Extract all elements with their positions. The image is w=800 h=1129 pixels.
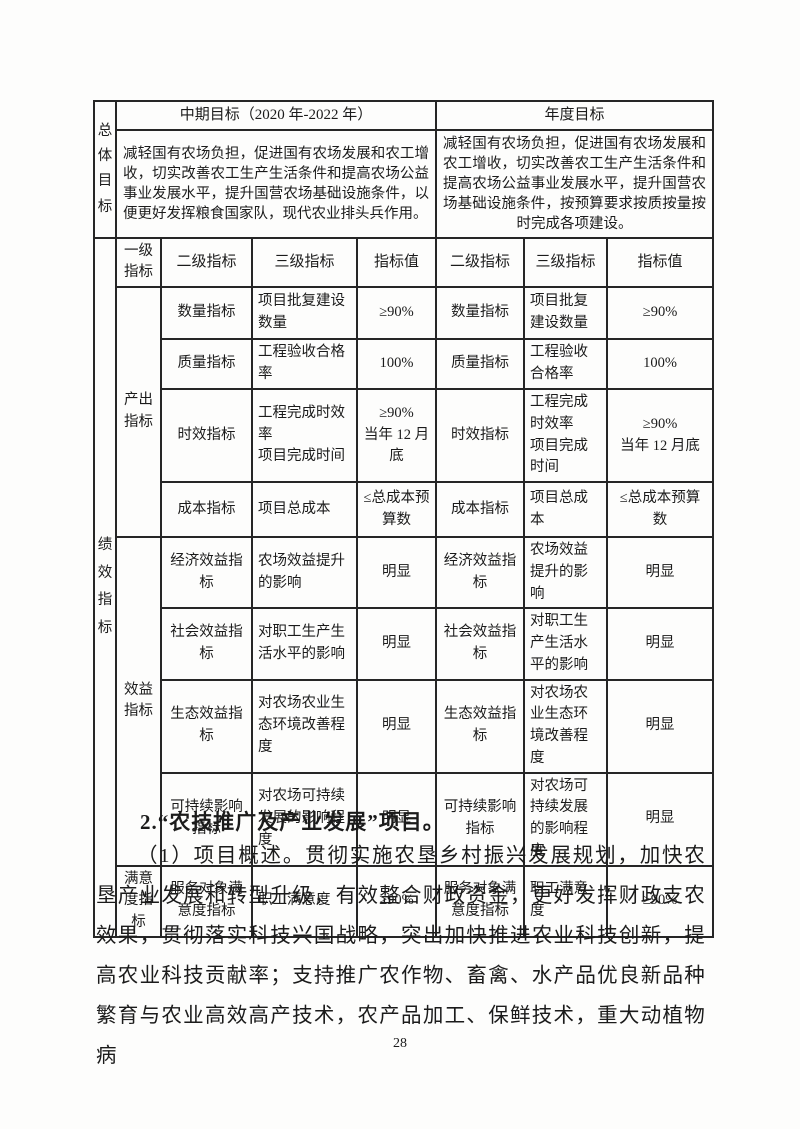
annual-goal-header: 年度目标	[434, 100, 715, 131]
header-value-annual: 指标值	[605, 236, 715, 288]
annual-goal-text: 减轻国有农场负担，促进国有农场发展和农工增收，切实改善农工生产生活条件和提高农场…	[434, 128, 715, 239]
cell-level2-mid: 质量指标	[160, 338, 253, 390]
cell-value-annual: 明显	[605, 771, 715, 867]
cell-level3-annual: 农场效益提升的影响	[523, 535, 608, 610]
cell-value-mid: ≥90%	[356, 864, 437, 938]
performance-indicator-table: 总体目标 中期目标（2020 年-2022 年） 年度目标 减轻国有农场负担，促…	[93, 100, 715, 938]
cell-level2-mid: 数量指标	[160, 286, 253, 340]
cell-value-mid: 明显	[356, 771, 437, 867]
cell-value-annual: 明显	[605, 535, 715, 610]
header-level3-mid: 三级指标	[251, 236, 358, 288]
cell-level3-annual: 对农场农业生态环境改善程度	[523, 678, 608, 774]
page-number: 28	[393, 1036, 407, 1051]
table-row-timeliness: 时效指标 工程完成时效率 项目完成时间 ≥90% 当年 12 月底 时效指标 工…	[94, 388, 715, 483]
section-heading: 2.“农技推广及产业发展”项目。	[140, 810, 445, 834]
level1-satisfaction: 满意度指标	[115, 864, 162, 938]
cell-level2-annual: 可持续影响指标	[435, 771, 525, 867]
table-row-quantity: 产出指标 数量指标 项目批复建设数量 ≥90% 数量指标 项目批复建设数量 ≥9…	[94, 286, 715, 538]
cell-level3-mid: 对职工生产生活水平的影响	[251, 607, 358, 681]
cell-value-mid: ≥90%	[356, 286, 437, 340]
cell-value-annual: ≥90% 当年 12 月底	[605, 388, 715, 483]
cell-level3-mid: 对农场农业生态环境改善程度	[251, 678, 358, 774]
performance-indicator-label: 绩效指标	[93, 236, 117, 938]
cell-level3-mid: 对农场可持续发展的影响程度	[251, 771, 358, 867]
midterm-goal-text: 减轻国有农场负担，促进国有农场发展和农工增收，切实改善农工生产生活条件和提高农场…	[115, 128, 437, 239]
cell-value-annual: ≤总成本预算数	[605, 481, 715, 538]
cell-level2-annual: 社会效益指标	[435, 607, 525, 681]
cell-level3-mid: 农场效益提升的影响	[251, 535, 358, 610]
cell-value-annual: ≥90%	[605, 286, 715, 340]
table-row-goal-headers: 总体目标 中期目标（2020 年-2022 年） 年度目标	[93, 100, 715, 239]
cell-level2-annual: 经济效益指标	[435, 535, 525, 610]
cell-level2-annual: 生态效益指标	[435, 678, 525, 774]
cell-value-mid: 100%	[356, 338, 437, 390]
cell-level2-mid: 社会效益指标	[160, 607, 253, 681]
cell-level2-mid: 经济效益指标	[160, 535, 253, 610]
cell-level2-annual: 数量指标	[435, 286, 525, 340]
header-level2-mid: 二级指标	[160, 236, 253, 288]
cell-value-annual: 100%	[605, 338, 715, 390]
cell-level3-annual: 项目总成本	[523, 481, 608, 538]
cell-level2-annual: 服务对象满意度指标	[435, 864, 525, 938]
cell-level2-annual: 质量指标	[435, 338, 525, 390]
cell-level3-mid: 工程完成时效率 项目完成时间	[251, 388, 358, 483]
cell-level3-mid: 工程验收合格率	[251, 338, 358, 390]
cell-level2-mid: 生态效益指标	[160, 678, 253, 774]
table-row-ecological: 生态效益指标 对农场农业生态环境改善程度 明显 生态效益指标 对农场农业生态环境…	[94, 678, 715, 774]
cell-level3-mid: 项目批复建设数量	[251, 286, 358, 340]
table-row-goal-text: 减轻国有农场负担，促进国有农场发展和农工增收，切实改善农工生产生活条件和提高农场…	[94, 128, 715, 239]
table-row-economic: 效益指标 经济效益指标 农场效益提升的影响 明显 经济效益指标 农场效益提升的影…	[94, 535, 715, 867]
cell-level2-mid: 成本指标	[160, 481, 253, 538]
header-level2-annual: 二级指标	[435, 236, 525, 288]
table-row-indicator-headers: 绩效指标 一级指标 二级指标 三级指标 指标值 二级指标 三级指标 指标值	[93, 236, 715, 938]
table-row-sustainable: 可持续影响指标 对农场可持续发展的影响程度 明显 可持续影响指标 对农场可持续发…	[94, 771, 715, 867]
table-row-cost: 成本指标 项目总成本 ≤总成本预算数 成本指标 项目总成本 ≤总成本预算数	[94, 481, 715, 538]
body-paragraph: （1）项目概述。贯彻实施农垦乡村振兴发展规划，加快农垦产业发展和转型升级，有效整…	[96, 845, 706, 1067]
cell-level2-annual: 时效指标	[435, 388, 525, 483]
cell-level3-annual: 对农场可持续发展的影响程度	[523, 771, 608, 867]
table-row-satisfaction: 满意度指标 服务对象满意度指标 职工满意度 ≥90% 服务对象满意度指标 职工满…	[94, 864, 715, 938]
overall-goal-label: 总体目标	[93, 100, 117, 239]
cell-value-mid: ≤总成本预算数	[356, 481, 437, 538]
level1-output: 产出指标	[115, 286, 162, 538]
header-value-mid: 指标值	[356, 236, 437, 288]
cell-value-mid: 明显	[356, 535, 437, 610]
cell-value-annual: 明显	[605, 678, 715, 774]
cell-level2-annual: 成本指标	[435, 481, 525, 538]
cell-level3-annual: 工程验收合格率	[523, 338, 608, 390]
cell-value-annual: 明显	[605, 607, 715, 681]
cell-value-mid: ≥90% 当年 12 月底	[356, 388, 437, 483]
cell-level3-annual: 工程完成时效率 项目完成时间	[523, 388, 608, 483]
cell-level3-mid: 职工满意度	[251, 864, 358, 938]
table-row-quality: 质量指标 工程验收合格率 100% 质量指标 工程验收合格率 100%	[94, 338, 715, 390]
cell-level3-annual: 职工满意度	[523, 864, 608, 938]
header-level3-annual: 三级指标	[523, 236, 608, 288]
cell-level3-mid: 项目总成本	[251, 481, 358, 538]
cell-level2-mid: 时效指标	[160, 388, 253, 483]
cell-level2-mid: 可持续影响指标	[160, 771, 253, 867]
table-row-social: 社会效益指标 对职工生产生活水平的影响 明显 社会效益指标 对职工生产生活水平的…	[94, 607, 715, 681]
cell-level2-mid: 服务对象满意度指标	[160, 864, 253, 938]
cell-value-annual: ≥90%	[605, 864, 715, 938]
cell-value-mid: 明显	[356, 607, 437, 681]
midterm-goal-header: 中期目标（2020 年-2022 年）	[115, 100, 437, 131]
header-level1: 一级指标	[115, 236, 162, 288]
cell-level3-annual: 项目批复建设数量	[523, 286, 608, 340]
cell-value-mid: 明显	[356, 678, 437, 774]
level1-benefit: 效益指标	[115, 536, 162, 867]
cell-level3-annual: 对职工生产生活水平的影响	[523, 607, 608, 681]
